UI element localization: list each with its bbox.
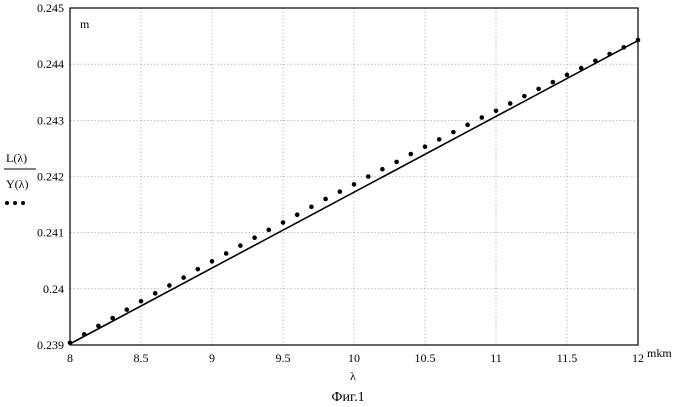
series-point-Y <box>309 205 314 210</box>
series-point-Y <box>153 291 158 296</box>
series-point-Y <box>536 87 541 92</box>
series-point-Y <box>267 228 272 233</box>
series-point-Y <box>96 324 101 329</box>
series-point-Y <box>565 73 570 78</box>
series-point-Y <box>423 144 428 149</box>
y-tick-labels: 0.239 0.24 0.241 0.242 0.243 0.244 0.245 <box>37 1 64 352</box>
y-tick-label: 0.244 <box>37 57 64 71</box>
series-point-Y <box>181 275 186 280</box>
series-point-Y <box>494 108 499 113</box>
x-tick-label: 11.5 <box>557 351 578 365</box>
series-point-Y <box>238 243 243 248</box>
x-axis-label: λ <box>350 369 356 383</box>
series-point-Y <box>196 267 201 272</box>
y-tick-label: 0.239 <box>37 338 64 352</box>
series-point-Y <box>465 123 470 128</box>
x-tick-label: 11 <box>490 351 502 365</box>
series-point-Y <box>366 174 371 179</box>
series-point-Y <box>252 235 257 240</box>
series-point-Y <box>593 58 598 63</box>
series-point-Y <box>380 167 385 172</box>
legend-label-lower: Y(λ) <box>6 177 28 191</box>
series-point-Y <box>210 259 215 264</box>
series-point-Y <box>82 332 87 337</box>
x-tick-label: 9.5 <box>276 351 291 365</box>
x-tick-label: 10.5 <box>415 351 436 365</box>
series-point-Y <box>579 66 584 71</box>
series-point-Y <box>409 152 414 157</box>
x-tick-label: 8 <box>67 351 73 365</box>
series-point-Y <box>394 160 399 165</box>
series-point-Y <box>338 189 343 194</box>
series-point-Y <box>480 115 485 120</box>
x-tick-labels: 8 8.5 9 9.5 10 10.5 11 11.5 12 <box>67 351 644 365</box>
series-point-Y <box>636 38 641 43</box>
series-point-Y <box>224 251 229 256</box>
y-unit-label: m <box>80 17 90 31</box>
series-point-Y <box>110 316 115 321</box>
series-point-Y <box>607 52 612 57</box>
series-point-Y <box>323 197 328 202</box>
series-point-Y <box>551 80 556 85</box>
x-tick-label: 8.5 <box>134 351 149 365</box>
series-point-Y <box>139 299 144 304</box>
y-tick-label: 0.241 <box>37 226 64 240</box>
series-point-Y <box>125 307 130 312</box>
series-point-Y <box>437 137 442 142</box>
x-tick-label: 9 <box>209 351 215 365</box>
y-tick-label: 0.243 <box>37 113 64 127</box>
y-tick-label: 0.24 <box>43 282 64 296</box>
x-tick-label: 12 <box>632 351 644 365</box>
series-point-Y <box>522 94 527 99</box>
y-tick-label: 0.242 <box>37 170 64 184</box>
series-point-Y <box>622 45 627 50</box>
series-point-Y <box>295 212 300 217</box>
legend-label-upper: L(λ) <box>6 151 27 165</box>
series-point-Y <box>281 220 286 225</box>
x-tick-label: 10 <box>348 351 360 365</box>
x-unit-label: mkm <box>647 346 672 360</box>
legend-dots-marker <box>5 201 25 205</box>
series-point-Y <box>68 340 73 345</box>
y-tick-label: 0.245 <box>37 1 64 15</box>
series-point-Y <box>508 101 513 106</box>
series-point-Y <box>451 130 456 135</box>
figure-caption: Фиг.1 <box>331 390 364 405</box>
series-point-Y <box>167 283 172 288</box>
series-point-Y <box>352 182 357 187</box>
